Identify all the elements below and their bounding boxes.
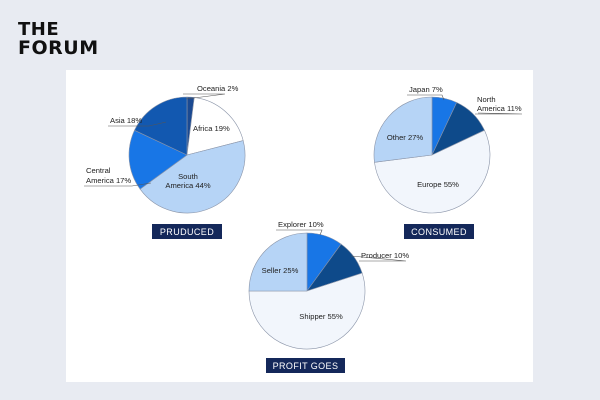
slice-label-japan: Japan 7%: [409, 85, 443, 94]
leader-line-explorer: [276, 229, 323, 236]
pie-chart-consumed: Japan 7% North America 11% Europe 55% Other …: [373, 85, 523, 239]
leader-line-oceania: [183, 93, 226, 100]
slice-label-seller: Seller 25%: [262, 266, 299, 275]
slice-seller: [248, 232, 308, 292]
pie-chart-profit-goes: Explorer 10% Producer 10% Shipper 55% Selle…: [248, 220, 409, 373]
forum-logo[interactable]: THE FORUM: [18, 20, 99, 58]
slice-label-explorer: Explorer 10%: [278, 220, 324, 229]
chart-title: PRUDUCED: [160, 227, 214, 237]
slice-label-south-america: South America 44%: [165, 172, 210, 190]
logo-line-the: THE: [18, 19, 60, 40]
slice-south-america: [139, 140, 246, 214]
slice-label-africa: Africa 19%: [193, 124, 230, 133]
slice-europe: [374, 129, 491, 214]
leader-line-asia: [108, 121, 167, 127]
chart-title-tag-consumed: CONSUMED: [404, 224, 474, 239]
slice-label-oceania: Oceania 2%: [197, 84, 239, 93]
leader-line-japan: [407, 94, 445, 101]
leader-line-producer: [350, 255, 407, 262]
pie-charts-figure: Oceania 2% Africa 19% South America 44% Cent…: [84, 84, 523, 373]
infographic-card: Oceania 2% Africa 19% South America 44% Cent…: [66, 70, 533, 382]
leader-line-central-america: [84, 182, 152, 187]
slice-label-shipper: Shipper 55%: [299, 312, 343, 321]
slice-asia: [134, 96, 188, 156]
slice-label-producer: Producer 10%: [361, 251, 409, 260]
chart-title-tag-pruduced: PRUDUCED: [152, 224, 222, 239]
slice-central-america: [128, 129, 188, 190]
slice-label-europe: Europe 55%: [417, 180, 459, 189]
slice-africa: [186, 97, 244, 156]
slice-label-asia: Asia 18%: [110, 116, 142, 125]
slice-label-other: Other 27%: [387, 133, 424, 142]
leader-line-north-america: [475, 112, 523, 115]
slice-label-north-america: North America 11%: [477, 95, 522, 113]
logo-line-forum: FORUM: [18, 37, 99, 59]
slice-shipper: [248, 272, 366, 350]
pie-chart-pruduced: Oceania 2% Africa 19% South America 44% Cent…: [84, 84, 246, 239]
chart-title-tag-profit-goes: PROFIT GOES: [266, 358, 345, 373]
slice-other: [373, 96, 433, 163]
slice-label-central-america: Central America 17%: [86, 166, 131, 185]
chart-title: PROFIT GOES: [273, 361, 339, 371]
chart-title: CONSUMED: [411, 227, 467, 237]
